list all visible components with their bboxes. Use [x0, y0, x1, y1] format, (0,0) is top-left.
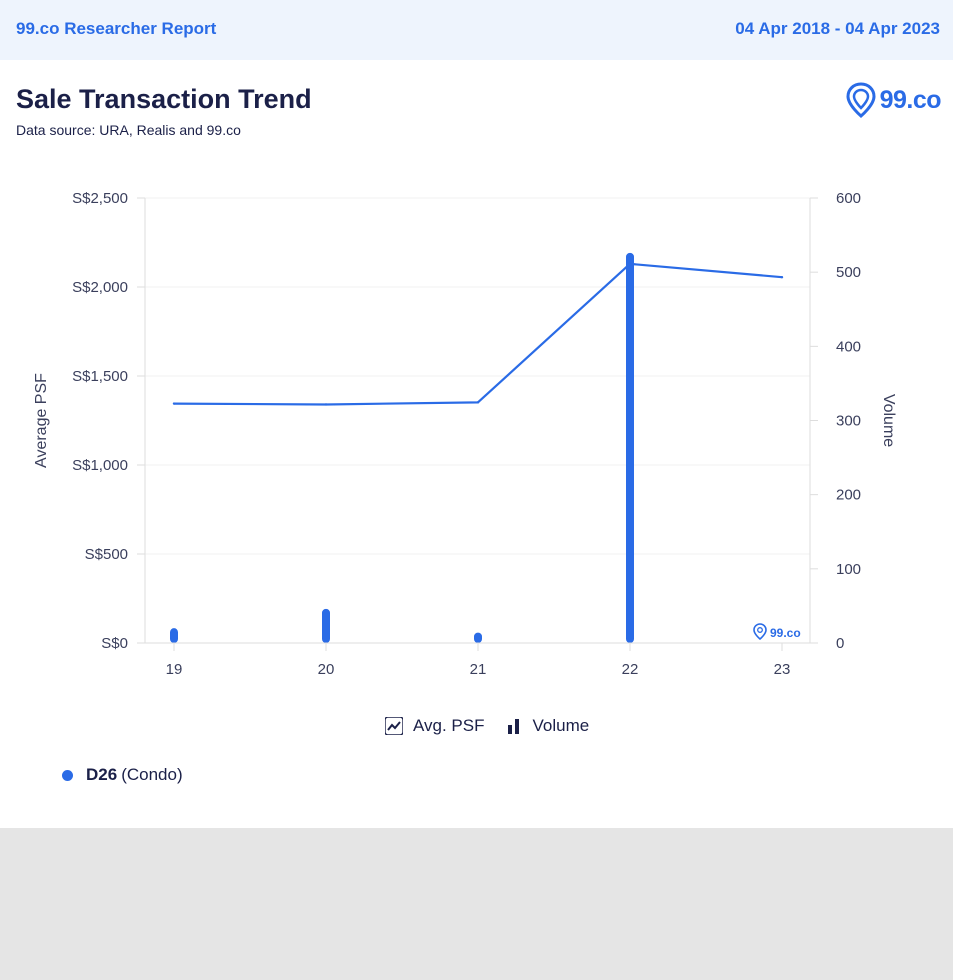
y-tick-label-left: S$500	[85, 546, 128, 563]
bar-chart-icon	[504, 717, 523, 735]
legend-label-volume: Volume	[532, 716, 590, 735]
sale-transaction-chart: S$0 S$500 S$1,000 S$1,500 S$2,000 S$2,500 0 100…	[33, 190, 897, 678]
volume-bar	[626, 252, 634, 643]
brand-logo: 99.co	[846, 82, 942, 118]
avg-psf-point	[172, 402, 176, 405]
page-title: Sale Transaction Trend	[16, 84, 312, 114]
report-header-bar: 99.co Researcher Report 04 Apr 2018 - 04…	[0, 0, 953, 60]
y-axis-title-left: Average PSF	[33, 373, 50, 468]
x-tick-label: 22	[622, 661, 639, 678]
y-tick-label-left: S$1,000	[72, 457, 128, 474]
series-key-name: D26	[86, 765, 118, 784]
data-source: Data source: URA, Realis and 99.co	[16, 122, 241, 138]
report-date-range: 04 Apr 2018 - 04 Apr 2023	[735, 19, 940, 38]
x-tick-label: 23	[774, 661, 791, 678]
chart-watermark: 99.co	[770, 626, 801, 640]
line-chart-icon	[385, 717, 403, 735]
x-tick-label: 20	[318, 661, 335, 678]
y-tick-label-left: S$0	[101, 635, 128, 652]
x-tick-label: 19	[166, 661, 183, 678]
series-color-dot	[62, 769, 73, 781]
avg-psf-point	[780, 276, 784, 279]
volume-bar	[322, 608, 330, 643]
y-tick-label-left: S$2,500	[72, 190, 128, 207]
avg-psf-point	[628, 262, 632, 266]
legend-item-volume[interactable]: Volume	[504, 716, 590, 736]
legend-label-avg-psf: Avg. PSF	[413, 716, 485, 735]
volume-bar	[474, 632, 482, 643]
report-card: 99.co Researcher Report 04 Apr 2018 - 04…	[0, 0, 953, 828]
avg-psf-point	[476, 401, 480, 404]
y-tick-label-right: 200	[836, 487, 861, 504]
legend-item-avg-psf[interactable]: Avg. PSF	[385, 716, 485, 736]
watermark-pin-icon	[753, 623, 767, 641]
y-tick-label-right: 0	[836, 635, 844, 652]
y-tick-label-right: 500	[836, 264, 861, 281]
y-axis-title-right: Volume	[880, 394, 897, 447]
y-tick-label-right: 400	[836, 338, 861, 355]
y-tick-label-right: 100	[836, 561, 861, 578]
y-tick-label-left: S$1,500	[72, 368, 128, 385]
y-tick-label-right: 600	[836, 190, 861, 207]
y-tick-label-left: S$2,000	[72, 279, 128, 296]
series-key-type: (Condo)	[121, 765, 183, 784]
y-tick-label-right: 300	[836, 413, 861, 430]
avg-psf-line	[173, 262, 783, 406]
series-key[interactable]: D26 (Condo)	[62, 765, 183, 785]
brand-logo-text: 99.co	[879, 85, 942, 114]
avg-psf-point	[324, 403, 328, 406]
location-pin-icon	[846, 82, 876, 118]
chart-legend: Avg. PSF Volume	[385, 716, 609, 736]
volume-bar	[170, 628, 178, 643]
report-name: 99.co Researcher Report	[16, 19, 217, 38]
x-tick-label: 21	[470, 661, 487, 678]
